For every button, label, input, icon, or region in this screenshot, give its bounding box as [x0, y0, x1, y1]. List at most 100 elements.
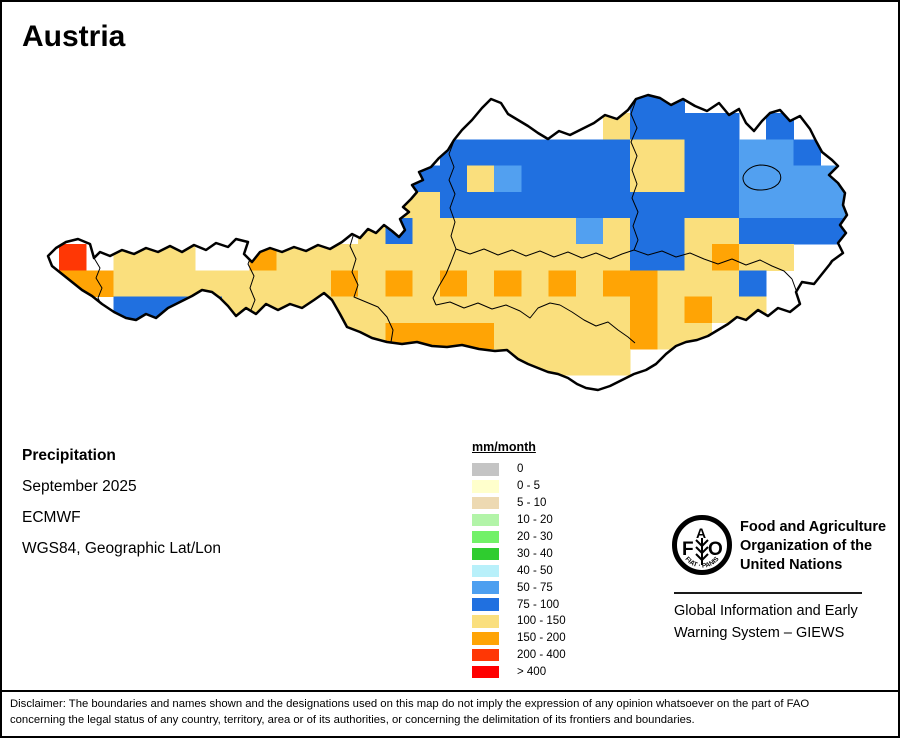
vienna-boundary — [742, 164, 782, 191]
precip-cell — [494, 165, 522, 193]
legend-label: 100 - 150 — [517, 615, 566, 628]
precip-cell — [684, 113, 713, 140]
precip-cell — [412, 270, 441, 297]
precip-cell — [494, 139, 522, 166]
precip-cell — [684, 296, 713, 324]
legend-label: 0 — [517, 463, 524, 476]
precip-cell — [521, 218, 549, 245]
precip-cell — [494, 191, 522, 219]
state-border-line — [630, 99, 639, 251]
precip-cell — [657, 296, 685, 324]
legend-item: 200 - 400 — [472, 647, 566, 664]
precip-cell — [684, 191, 713, 219]
precip-cell — [793, 218, 821, 245]
precipitation-grid — [59, 95, 847, 390]
legend-item: 75 - 100 — [472, 596, 566, 613]
fao-name-line: United Nations — [740, 557, 843, 574]
precip-cell — [249, 296, 277, 324]
precip-cell — [548, 139, 577, 166]
precip-cell — [521, 191, 549, 219]
wheat-ear-icon — [695, 538, 709, 565]
precip-cell — [222, 296, 250, 324]
legend-label: 150 - 200 — [517, 632, 566, 645]
legend-item: 0 - 5 — [472, 478, 566, 495]
precip-cell — [711, 244, 740, 271]
disclaimer-line: Disclaimer: The boundaries and names sho… — [10, 698, 810, 710]
legend-swatch — [472, 648, 499, 662]
precipitation-map — [46, 93, 849, 392]
precip-cell — [276, 270, 305, 297]
precip-cell — [575, 218, 604, 245]
giews-title: Global Information and Early Warning Sys… — [674, 601, 858, 644]
legend-swatch — [472, 463, 499, 476]
precip-cell — [331, 296, 359, 324]
precip-cell — [739, 218, 767, 245]
precip-cell — [575, 296, 604, 324]
disclaimer-line: concerning the legal status of any count… — [10, 713, 695, 726]
precip-cell — [630, 191, 658, 219]
precip-cell — [167, 270, 196, 297]
legend-label: 5 - 10 — [517, 497, 547, 510]
precip-cell — [521, 165, 549, 193]
precip-cell — [412, 191, 441, 219]
footer-divider — [674, 592, 862, 594]
precip-cell — [113, 244, 141, 271]
legend-label: > 400 — [517, 666, 547, 679]
precip-cell — [603, 296, 631, 324]
precip-cell — [603, 113, 631, 140]
country-border — [46, 93, 849, 392]
precip-cell — [711, 139, 740, 166]
state-border-line — [633, 249, 793, 280]
legend-label: 40 - 50 — [517, 564, 553, 577]
state-border-line — [432, 248, 457, 306]
precip-cell — [657, 218, 685, 245]
precip-cell — [548, 218, 577, 245]
precip-cell — [521, 244, 549, 271]
precip-cell — [575, 165, 604, 193]
state-border-line — [93, 257, 103, 307]
precip-cell — [222, 270, 250, 297]
precip-cell — [412, 244, 441, 271]
legend-rows: 0 0 - 5 5 - 10 10 - 20 20 - 30 30 - 40 40 - 50… — [472, 461, 566, 681]
precip-cell — [603, 218, 631, 245]
precip-cell — [684, 218, 713, 245]
precip-cell — [439, 270, 468, 297]
precip-cell — [331, 244, 359, 271]
precip-cell — [303, 296, 332, 324]
precip-cell — [711, 113, 740, 140]
precip-cell — [412, 218, 441, 245]
precip-cell — [603, 349, 631, 376]
precip-cell — [603, 165, 631, 193]
precip-cell — [467, 322, 495, 350]
precip-cell — [630, 165, 658, 193]
precip-cell — [739, 139, 767, 166]
precip-cell — [494, 218, 522, 245]
precip-cell — [439, 296, 468, 324]
precip-cell — [467, 349, 495, 376]
fao-logo: F A O FIAT · PANIS — [672, 515, 732, 575]
precip-cell — [385, 296, 413, 324]
legend-swatch — [472, 632, 499, 645]
legend-swatch — [472, 581, 499, 594]
precip-cell — [521, 270, 549, 297]
precip-cell — [303, 322, 332, 350]
legend-label: 10 - 20 — [517, 514, 553, 527]
precip-cell — [684, 270, 713, 297]
precip-cell — [59, 244, 87, 271]
fao-organization-name: Food and Agriculture Organization of the… — [740, 518, 886, 576]
legend-item: 40 - 50 — [472, 562, 566, 579]
precip-cell — [494, 375, 522, 390]
precip-cell — [412, 296, 441, 324]
precip-cell — [575, 139, 604, 166]
precip-cell — [766, 244, 794, 271]
legend-swatch — [472, 615, 499, 628]
legend-swatch — [472, 547, 499, 561]
precip-cell — [657, 244, 685, 271]
precip-cell — [385, 322, 413, 350]
precip-cell — [793, 165, 821, 193]
state-border-line — [448, 140, 457, 250]
precip-cell — [140, 270, 169, 297]
precip-cell — [575, 349, 604, 376]
info-variable: Precipitation — [22, 447, 116, 464]
legend-swatch — [472, 665, 499, 679]
